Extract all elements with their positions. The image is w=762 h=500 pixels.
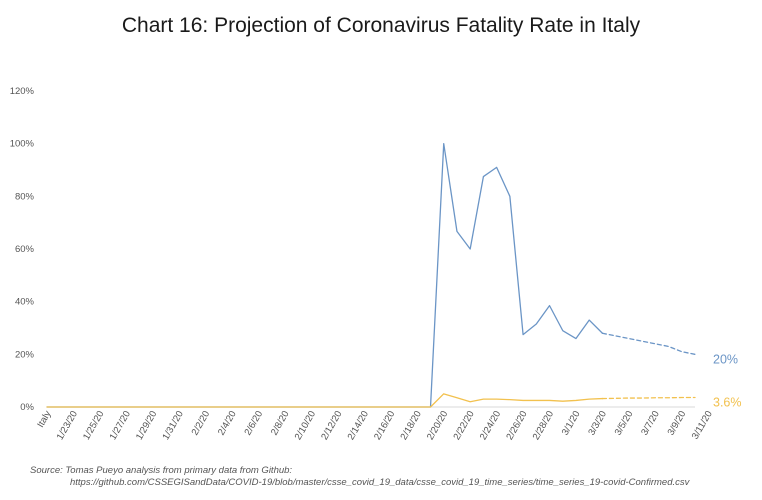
projection-line	[601, 396, 696, 400]
x-tick-label: 3/9/20	[666, 409, 689, 437]
x-tick-label: 3/1/20	[560, 409, 583, 437]
projection-line	[601, 332, 696, 355]
chart-title: Chart 16: Projection of Coronavirus Fata…	[121, 14, 641, 37]
y-tick-label: 0%	[20, 402, 34, 413]
end-labels: 20% 3.6%	[713, 352, 742, 409]
x-tick-label: 2/10/20	[293, 409, 318, 442]
y-tick-label: 60%	[15, 244, 35, 255]
x-tick-label: 3/3/20	[586, 409, 609, 437]
x-tick-label: 2/12/20	[319, 409, 344, 442]
x-tick-label: 2/6/20	[242, 409, 265, 437]
x-tick-label: 2/16/20	[372, 409, 397, 442]
source-url: https://github.com/CSSEGISandData/COVID-…	[70, 477, 690, 488]
x-tick-label: 2/24/20	[478, 409, 503, 442]
series-line	[46, 393, 604, 408]
series-end-label: 3.6%	[713, 396, 742, 410]
x-tick-label: 2/2/20	[190, 409, 213, 437]
x-tick-label: 1/27/20	[108, 409, 133, 442]
x-axis: Italy 1/23/20 1/25/20 1/27/20 1/29/20 1/31/20…	[35, 406, 715, 442]
x-tick-label: 3/5/20	[613, 409, 636, 437]
x-tick-label: 3/7/20	[639, 409, 662, 437]
y-tick-label: 120%	[10, 86, 35, 97]
series-end-label: 20%	[713, 352, 738, 366]
x-tick-label: 2/4/20	[216, 409, 239, 437]
source-note: Source: Tomas Pueyo analysis from primar…	[30, 465, 293, 476]
x-tick-label: 1/25/20	[81, 409, 106, 442]
x-tick-label: 3/11/20	[690, 409, 715, 441]
x-tick-label: 2/18/20	[399, 409, 424, 442]
x-tick-label: 2/14/20	[346, 409, 371, 442]
x-tick-label: 2/8/20	[269, 409, 292, 437]
y-tick-label: 80%	[15, 191, 35, 202]
x-tick-label: 1/31/20	[160, 409, 185, 442]
y-tick-label: 40%	[15, 297, 35, 308]
x-tick-label: 2/22/20	[451, 409, 476, 442]
y-tick-label: 100%	[10, 139, 35, 150]
y-axis: 0% 20% 40% 60% 80% 100% 120%	[10, 86, 35, 413]
x-tick-label: Italy	[35, 409, 53, 430]
x-tick-label: 2/26/20	[504, 409, 529, 442]
x-tick-label: 2/20/20	[425, 409, 450, 442]
x-tick-label: 1/23/20	[55, 409, 80, 442]
series-line	[46, 143, 604, 408]
series-layer	[46, 143, 696, 408]
x-tick-label: 1/29/20	[134, 409, 159, 442]
y-tick-label: 20%	[15, 349, 35, 360]
x-tick-label: 2/28/20	[531, 409, 556, 442]
